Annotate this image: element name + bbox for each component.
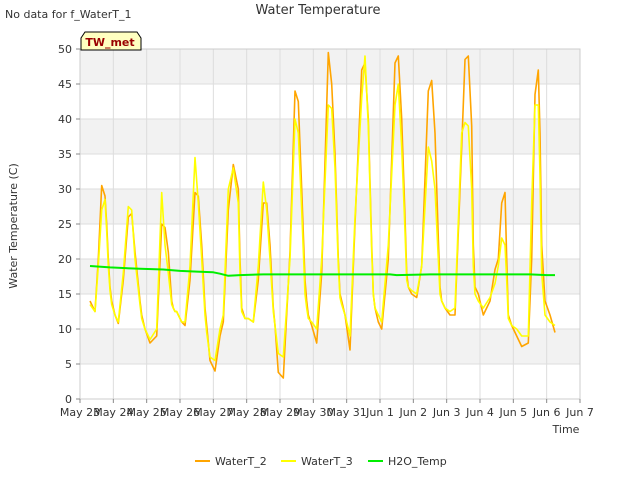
y-tick-label: 40	[58, 113, 72, 126]
series-line-watert-3	[89, 55, 556, 362]
y-tick-label: 5	[65, 358, 72, 371]
background-band	[80, 154, 580, 189]
y-tick-label: 35	[58, 148, 72, 161]
y-tick-label: 0	[65, 393, 72, 406]
series-line-h2o-temp	[89, 265, 555, 277]
y-tick-label: 20	[58, 253, 72, 266]
series-layer	[89, 51, 556, 379]
background-band	[80, 294, 580, 329]
x-tick-label: Jun 2	[398, 406, 427, 419]
y-tick-label: 15	[58, 288, 72, 301]
legend: WaterT_2 WaterT_3 H2O_Temp	[195, 455, 447, 468]
x-tick-label: May 30	[293, 406, 333, 419]
x-tick-label: May 26	[160, 406, 200, 419]
tw-met-badge: TW_met	[80, 31, 142, 51]
legend-label: WaterT_3	[301, 455, 353, 468]
legend-label: H2O_Temp	[388, 455, 447, 468]
x-tick-label: Jun 6	[532, 406, 561, 419]
x-tick-label: May 27	[193, 406, 233, 419]
y-tick-label: 45	[58, 78, 72, 91]
x-tick-label: May 25	[127, 406, 167, 419]
background-band	[80, 364, 580, 399]
y-tick-label: 50	[58, 43, 72, 56]
y-tick-label: 25	[58, 218, 72, 231]
background-band	[80, 84, 580, 119]
x-tick-label: Jun 4	[465, 406, 494, 419]
y-axis-ticks: 0 5 10 15 20 25 30 35 40 45 50	[58, 43, 80, 406]
background-band	[80, 259, 580, 294]
chart-title: Water Temperature	[256, 3, 381, 18]
no-data-note: No data for f_WaterT_1	[5, 8, 131, 21]
x-tick-label: May 29	[260, 406, 300, 419]
badge-label: TW_met	[85, 36, 134, 49]
x-tick-label: May 28	[227, 406, 267, 419]
x-tick-label: May 24	[93, 406, 133, 419]
x-tick-label: Jun 1	[365, 406, 394, 419]
background-band	[80, 329, 580, 364]
background-band	[80, 119, 580, 154]
legend-label: WaterT_2	[215, 455, 267, 468]
x-tick-label: May 23	[60, 406, 100, 419]
x-tick-label: Jun 3	[432, 406, 461, 419]
x-axis-label: Time	[552, 423, 580, 436]
y-tick-label: 10	[58, 323, 72, 336]
x-tick-label: Jun 7	[565, 406, 594, 419]
y-tick-label: 30	[58, 183, 72, 196]
y-axis-label: Water Temperature (C)	[7, 163, 20, 288]
x-tick-label: May 31	[327, 406, 367, 419]
x-tick-label: Jun 5	[498, 406, 527, 419]
